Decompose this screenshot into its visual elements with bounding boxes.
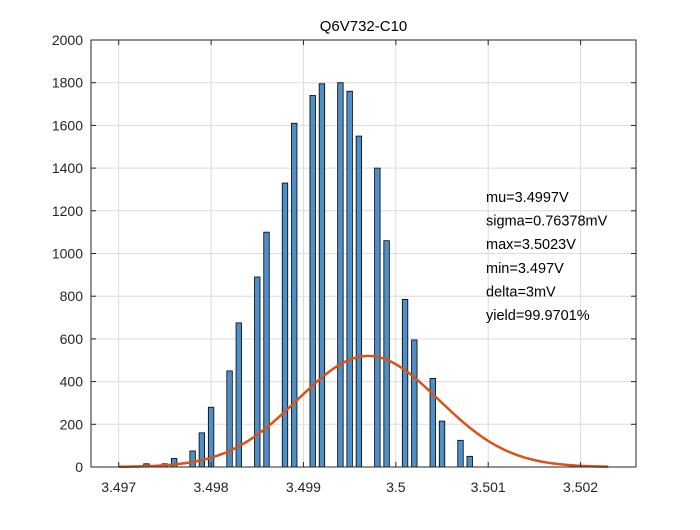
y-tick-label: 2000 [52, 32, 83, 48]
histogram-bar [355, 135, 363, 468]
histogram-bar [291, 122, 298, 468]
y-tick-label: 600 [60, 331, 84, 347]
stats-annotation: mu=3.4997V sigma=0.76378mV max=3.5023V min=… [486, 190, 608, 324]
histogram-bar [309, 95, 316, 468]
y-tick-label: 1600 [52, 117, 83, 133]
histogram-bar [337, 82, 344, 468]
stats-annotation-line: delta=3mV [486, 284, 556, 300]
y-tick-label: 200 [60, 416, 84, 432]
stats-annotation-line: mu=3.4997V [486, 190, 569, 206]
histogram-bar [189, 450, 196, 468]
histogram-bar [438, 420, 446, 468]
stats-annotation-line: min=3.497V [486, 261, 564, 277]
histogram-bar [263, 231, 270, 468]
y-tick-label: 1000 [52, 246, 83, 262]
histogram-bar [401, 299, 409, 468]
stats-annotation-line: sigma=0.76378mV [486, 214, 608, 230]
histogram-bar [198, 432, 205, 468]
chart-title: Q6V732-C10 [320, 18, 408, 35]
stats-annotation-line: yield=99.9701% [486, 308, 590, 324]
x-tick-label: 3.499 [286, 479, 321, 495]
y-tick-label: 1400 [52, 160, 83, 176]
x-tick-label: 3.5 [386, 479, 406, 495]
y-tick-label: 800 [60, 288, 84, 304]
histogram-bar [318, 83, 326, 468]
y-tick-label: 1800 [52, 75, 83, 91]
stats-annotation-line: max=3.5023V [486, 237, 576, 253]
histogram-bar [281, 182, 289, 468]
histogram-bar [383, 240, 390, 468]
histogram-bar [457, 439, 464, 468]
x-tick-labels: 3.497 3.498 3.499 3.5 3.501 3.502 [101, 479, 598, 495]
y-tick-label: 0 [75, 459, 83, 475]
y-tick-label: 1200 [52, 203, 83, 219]
histogram-bar [466, 455, 473, 468]
y-tick-labels: 0 200 400 600 800 1000 1200 1400 1600 1800 2000 [52, 32, 83, 475]
x-tick-label: 3.502 [563, 479, 598, 495]
normal-fit-curve [118, 354, 609, 469]
histogram-bar [346, 90, 353, 468]
axis-ticks [91, 39, 636, 468]
histogram-bar [411, 339, 418, 468]
x-tick-label: 3.497 [101, 479, 136, 495]
histogram-bar [254, 276, 261, 468]
histogram-bar [374, 167, 381, 468]
y-tick-label: 400 [60, 374, 84, 390]
x-tick-label: 3.498 [194, 479, 229, 495]
x-tick-label: 3.501 [471, 479, 506, 495]
